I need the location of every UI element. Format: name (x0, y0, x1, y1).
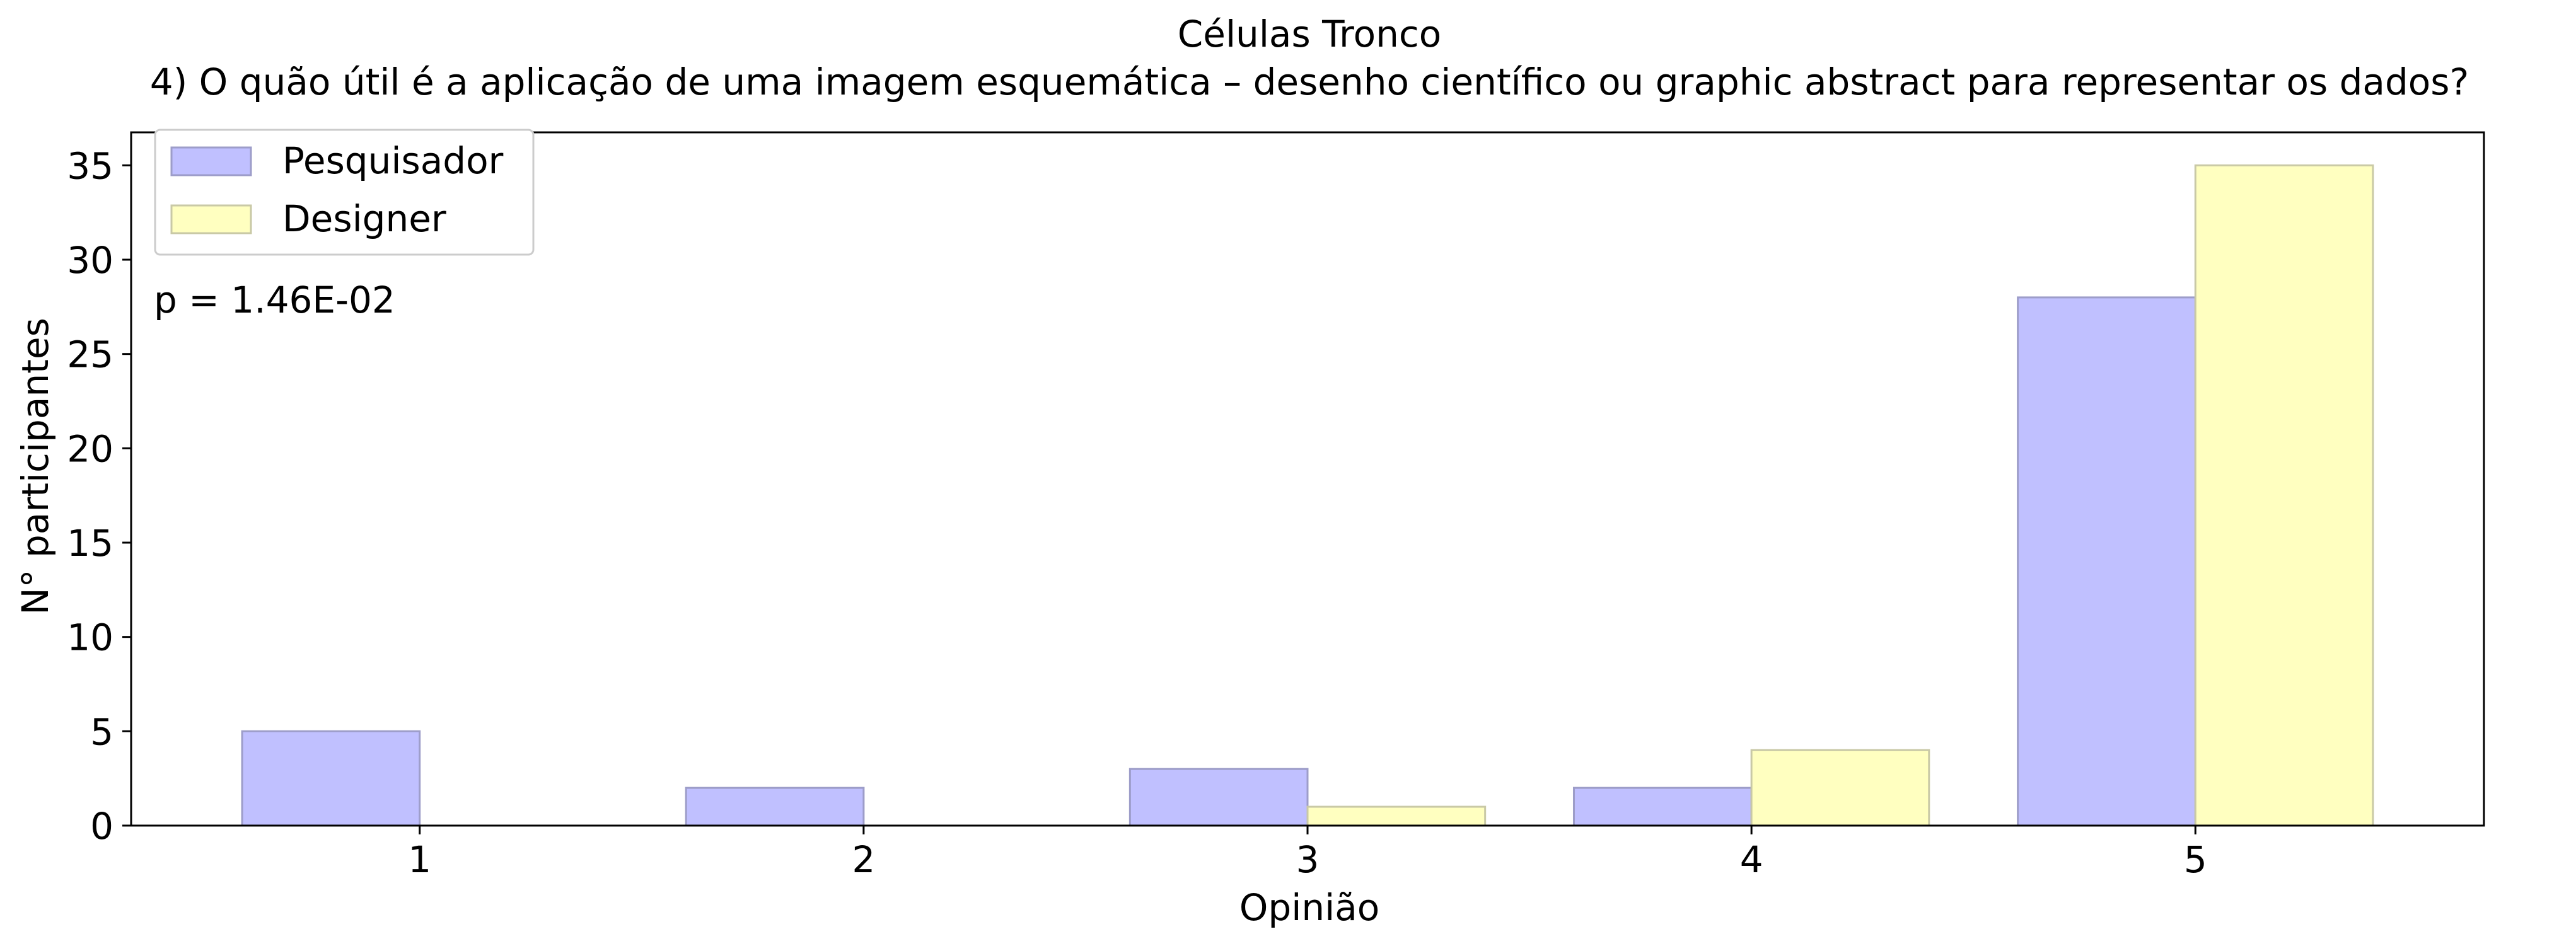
chart-subtitle: 4) O quão útil é a aplicação de uma imag… (150, 61, 2469, 103)
bar-designer-5 (2194, 164, 2374, 827)
legend-label-pesquisador: Pesquisador (282, 139, 504, 182)
bar-pesquisador-2 (685, 787, 865, 827)
chart-title: Células Tronco (1178, 13, 1441, 55)
x-axis-label: Opinião (1239, 886, 1379, 929)
y-tick-label: 10 (67, 616, 113, 659)
bars-layer (241, 164, 2374, 827)
legend-label-designer: Designer (282, 197, 446, 240)
x-axis-ticks: 1 2 3 4 5 (408, 826, 2207, 881)
x-tick-label: 4 (1740, 838, 1763, 881)
y-axis-ticks: 0 5 10 15 20 25 30 35 (67, 144, 131, 848)
bar-pesquisador-1 (241, 730, 421, 827)
bar-pesquisador-3 (1128, 768, 1309, 827)
legend-swatch-pesquisador (170, 146, 252, 176)
x-tick-label: 3 (1296, 838, 1320, 881)
bar-designer-3 (1306, 805, 1487, 827)
x-tick-label: 1 (408, 838, 431, 881)
y-tick-label: 25 (67, 333, 113, 376)
y-tick-label: 15 (67, 522, 113, 565)
x-tick-label: 5 (2184, 838, 2207, 881)
legend-swatch-designer (170, 204, 252, 234)
y-tick-label: 0 (90, 805, 113, 848)
y-axis-label: N° participantes (14, 318, 57, 615)
bar-pesquisador-4 (1572, 787, 1753, 827)
y-tick-label: 5 (90, 710, 113, 753)
y-tick-label: 30 (67, 239, 113, 282)
bar-designer-4 (1750, 749, 1930, 827)
y-tick-label: 20 (67, 427, 113, 470)
p-value-annotation: p = 1.46E-02 (154, 279, 395, 321)
y-tick-label: 35 (67, 144, 113, 187)
x-tick-label: 2 (852, 838, 875, 881)
bar-pesquisador-5 (2017, 296, 2196, 827)
legend: Pesquisador Designer (154, 129, 535, 256)
